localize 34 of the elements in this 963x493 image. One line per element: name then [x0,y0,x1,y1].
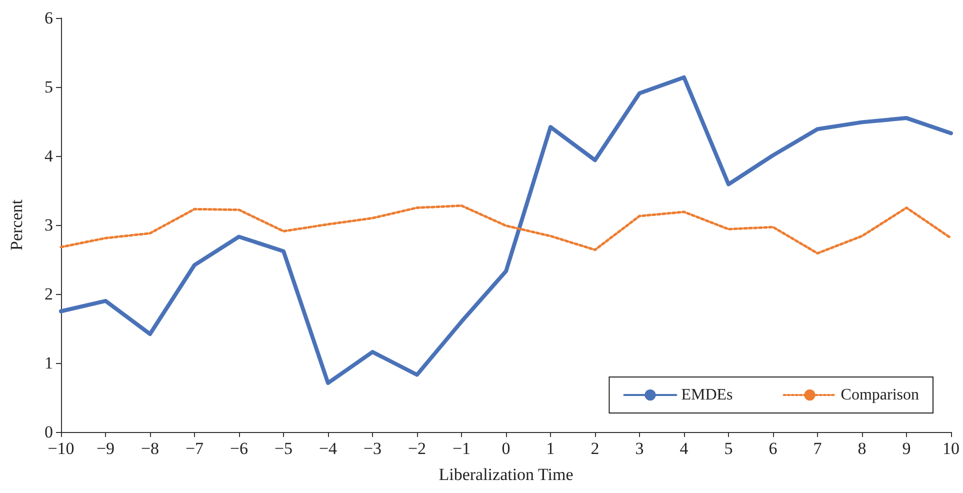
x-tick-label: 3 [635,439,644,458]
x-tick-label: −6 [230,439,248,458]
x-tick-label: 2 [590,439,600,458]
y-axis-title: Percent [7,199,26,250]
x-axis-title: Liberalization Time [438,465,574,484]
x-tick-label: −1 [452,439,471,458]
x-tick-label: 9 [902,439,911,458]
legend-label: Comparison [840,386,919,404]
x-tick-label: 7 [813,439,822,458]
line-series [59,75,953,386]
x-tick-label: −3 [363,439,382,458]
x-tick-label: −2 [408,439,426,458]
x-tick-label: −8 [140,439,160,458]
x-tick-label: 1 [546,439,555,458]
y-tick-label: 4 [44,146,54,166]
x-tick-label: −5 [274,439,293,458]
x-tick-label: −10 [48,439,74,458]
x-tick-label: −4 [318,439,338,458]
legend-label: EMDEs [681,386,733,404]
y-tick-label: 2 [44,284,53,304]
y-tick-label: 6 [44,8,53,28]
x-tick-label: −7 [185,439,204,458]
x-tick-label: 6 [768,439,778,458]
x-tick-label: 0 [502,439,510,458]
line-series [60,204,952,255]
x-tick-label: 4 [680,439,689,458]
x-tick-label: 8 [858,439,866,458]
y-tick-label: 5 [44,78,53,96]
y-tick-label: 3 [44,216,53,234]
y-tick-label: 1 [44,354,53,372]
y-tick-label: 0 [44,422,53,442]
x-tick-label: 5 [724,439,733,458]
x-tick-label: 10 [942,439,960,458]
x-tick-label: −9 [96,439,115,458]
